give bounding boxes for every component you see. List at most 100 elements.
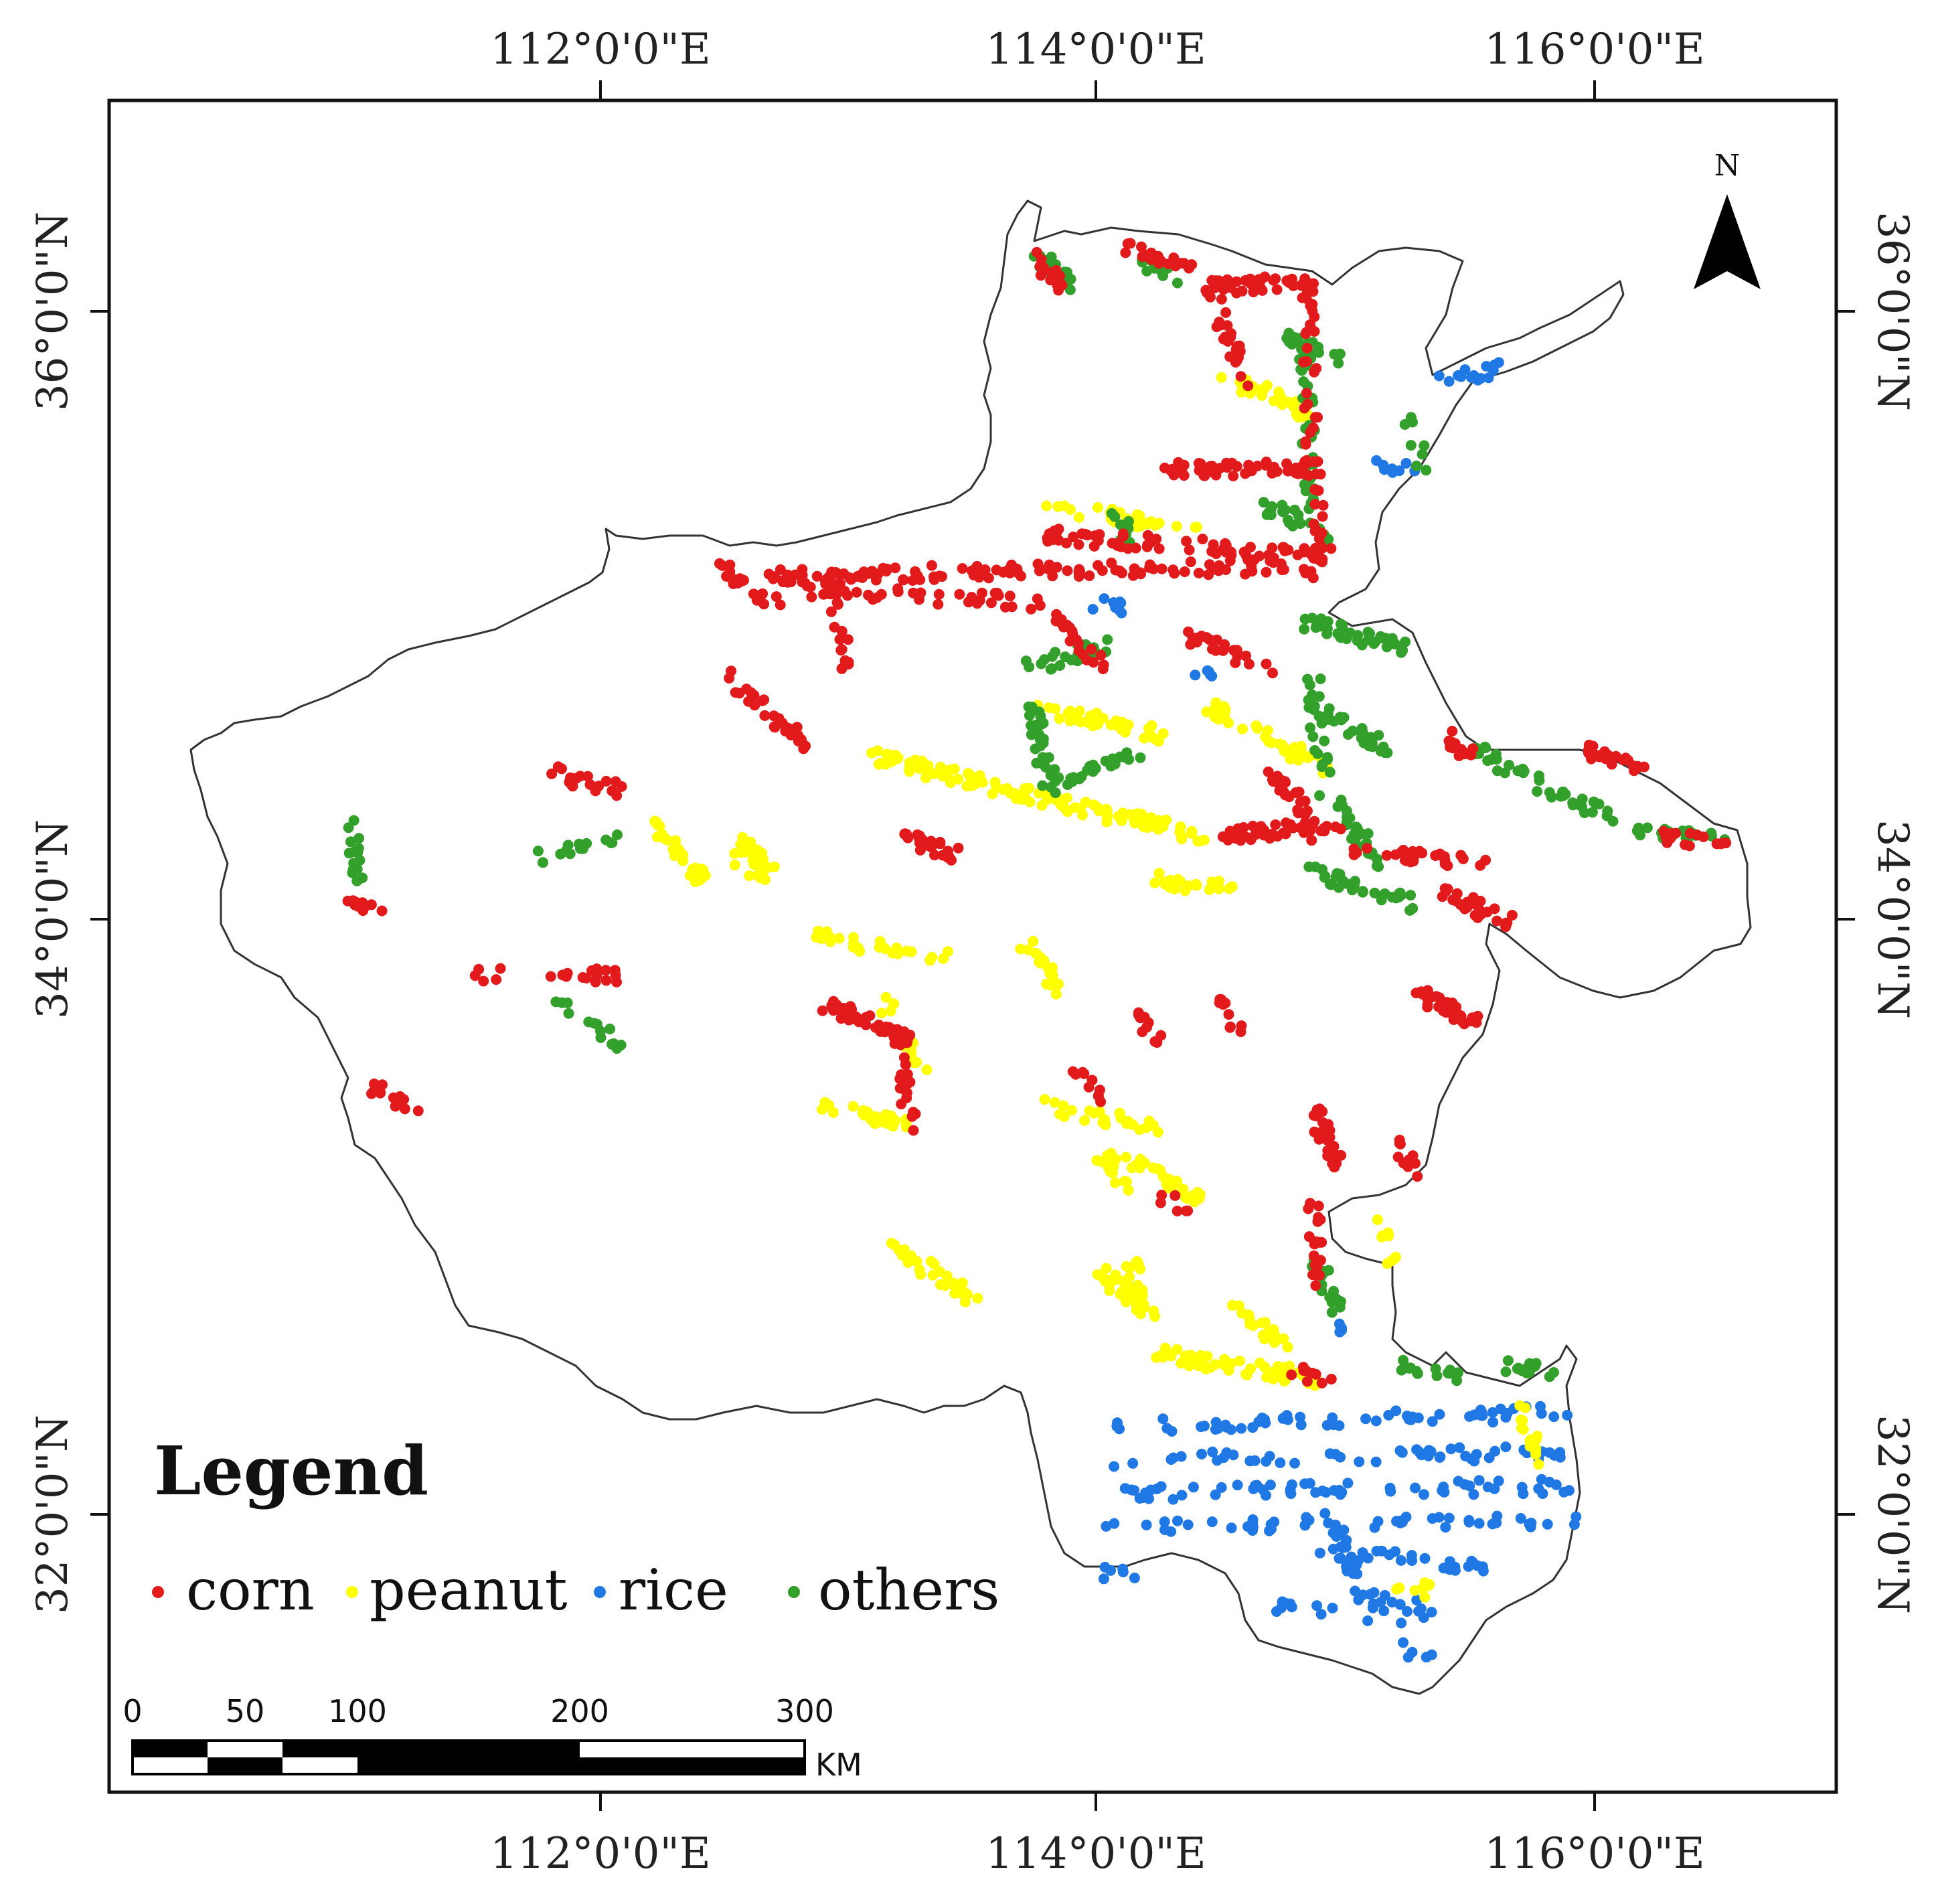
peanut-point xyxy=(1147,732,1158,743)
corn-point xyxy=(1216,994,1227,1005)
corn-point xyxy=(1315,1214,1326,1225)
rice-point xyxy=(1439,1486,1450,1498)
others-point xyxy=(1518,765,1530,777)
scale-tick-label: 100 xyxy=(328,1693,387,1729)
corn-point xyxy=(843,1014,855,1026)
peanut-point xyxy=(1121,1152,1132,1163)
corn-point xyxy=(1197,534,1208,545)
corn-point xyxy=(925,836,937,847)
others-point xyxy=(1587,807,1598,818)
peanut-point xyxy=(1533,1459,1544,1470)
corn-point xyxy=(1287,273,1297,285)
north-arrow-label: N xyxy=(1714,149,1741,183)
corn-point xyxy=(1169,1190,1181,1201)
peanut-point xyxy=(898,1244,910,1255)
rice-point xyxy=(1261,1490,1271,1501)
corn-point xyxy=(611,790,623,801)
corn-points xyxy=(342,238,1732,1389)
corn-point xyxy=(376,905,388,917)
peanut-point xyxy=(684,870,696,881)
rice-point xyxy=(1487,365,1499,376)
corn-point xyxy=(1267,667,1278,679)
corn-point xyxy=(1317,499,1329,511)
corn-point xyxy=(1130,542,1141,554)
others-point xyxy=(1289,504,1300,515)
corn-point xyxy=(1094,1085,1105,1096)
peanut-point xyxy=(1424,1579,1435,1590)
rice-point xyxy=(1261,1455,1272,1467)
corn-point xyxy=(1260,460,1271,471)
peanut-point xyxy=(876,1008,887,1019)
others-point xyxy=(1030,743,1041,755)
peanut-point xyxy=(1293,755,1304,766)
corn-point xyxy=(1305,300,1316,311)
corn-point xyxy=(1392,1152,1404,1163)
others-point xyxy=(1394,887,1406,898)
rice-point xyxy=(1548,1411,1560,1423)
peanut-point xyxy=(1282,1342,1293,1353)
corn-point xyxy=(769,710,779,722)
rice-point xyxy=(1550,1479,1562,1490)
rice-point xyxy=(1247,1422,1259,1433)
others-point xyxy=(1034,734,1046,745)
peanut-point xyxy=(1185,1350,1196,1360)
top-lon-label: 116°0'0"E xyxy=(1484,25,1704,74)
corn-point xyxy=(966,565,977,576)
rice-point xyxy=(1141,1519,1152,1530)
others-point xyxy=(1602,805,1613,817)
others-point xyxy=(1346,833,1357,844)
peanut-point xyxy=(1268,1324,1279,1335)
others-point xyxy=(1407,416,1418,428)
corn-point xyxy=(1207,643,1218,655)
corn-point xyxy=(565,772,576,783)
corn-point xyxy=(785,576,797,588)
peanut-point xyxy=(748,859,760,870)
peanut-point xyxy=(735,847,746,858)
peanut-point xyxy=(1186,827,1197,839)
peanut-point xyxy=(1139,732,1150,744)
rice-point xyxy=(1188,1482,1199,1493)
north-arrow-icon: N xyxy=(1694,149,1761,289)
others-point xyxy=(1356,723,1368,734)
corn-point xyxy=(1439,883,1451,894)
others-point xyxy=(1321,623,1333,634)
rice-point xyxy=(1487,1407,1498,1418)
others-point xyxy=(1319,872,1330,883)
rice-point xyxy=(1226,1522,1237,1534)
others-point xyxy=(1525,1362,1536,1373)
corn-point xyxy=(491,974,502,985)
peanut-point xyxy=(1046,967,1057,978)
corn-point xyxy=(799,578,811,588)
peanut-point xyxy=(1157,728,1169,739)
peanut-point xyxy=(964,769,975,781)
corn-point xyxy=(1290,787,1301,798)
right-lat-label: 36°0'0"N xyxy=(1868,212,1917,411)
peanut-point xyxy=(880,991,892,1003)
peanut-point xyxy=(910,755,921,766)
rice-point xyxy=(1466,372,1477,383)
corn-point xyxy=(1137,1026,1148,1038)
rice-point xyxy=(1113,605,1125,616)
corn-point xyxy=(793,736,804,747)
corn-point xyxy=(611,976,622,987)
corn-point xyxy=(375,1087,386,1098)
corn-point xyxy=(870,574,882,586)
peanut-point xyxy=(959,1296,971,1307)
others-point xyxy=(1376,894,1387,906)
corn-point xyxy=(1031,246,1042,258)
rice-point xyxy=(1406,1555,1418,1566)
others-point xyxy=(1321,752,1333,763)
rice-point xyxy=(1396,1617,1407,1629)
others-point xyxy=(1588,796,1599,807)
rice-point xyxy=(1265,1480,1276,1490)
others-point xyxy=(556,997,568,1008)
corn-point xyxy=(1414,846,1425,857)
others-point xyxy=(1307,613,1318,624)
peanut-point xyxy=(1213,883,1224,894)
others-point xyxy=(563,1008,574,1019)
peanut-point xyxy=(1514,1400,1526,1411)
corn-point xyxy=(593,781,604,792)
corn-point xyxy=(1245,542,1256,553)
others-point xyxy=(1352,630,1364,641)
corn-point xyxy=(1245,832,1257,844)
